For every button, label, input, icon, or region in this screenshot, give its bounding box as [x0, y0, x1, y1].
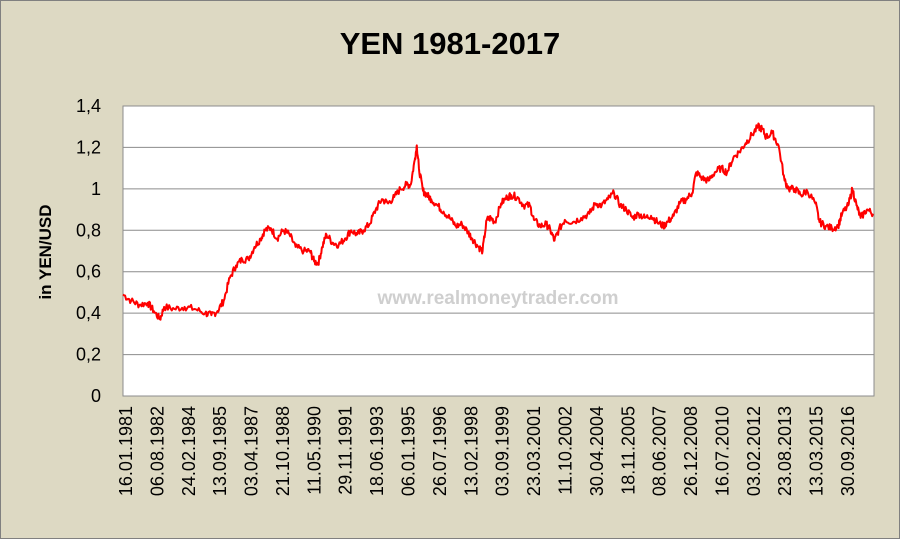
x-tick-label: 16.01.1981 — [116, 406, 136, 496]
x-tick-label: 06.01.1995 — [399, 406, 419, 496]
x-tick-label: 30.09.2016 — [838, 406, 858, 496]
x-tick-label: 13.09.1985 — [210, 406, 230, 496]
x-tick-label: 26.07.1996 — [430, 406, 450, 496]
x-tick-label: 08.06.2007 — [650, 406, 670, 496]
x-tick-label: 21.10.1988 — [273, 406, 293, 496]
x-tick-label: 16.07.2010 — [712, 406, 732, 496]
x-tick-label: 03.09.1999 — [493, 406, 513, 496]
y-tick-label: 0 — [91, 386, 101, 406]
y-tick-label: 0,8 — [76, 220, 101, 240]
gridlines — [123, 105, 874, 397]
x-tick-label: 30.04.2004 — [587, 406, 607, 496]
y-axis-ticks: 0 0,2 0,4 0,6 0,8 1 1,2 1,4 — [76, 96, 101, 406]
x-tick-label: 06.08.1982 — [147, 406, 167, 496]
y-tick-label: 0,2 — [76, 345, 101, 365]
x-tick-label: 18.11.2005 — [618, 406, 638, 495]
x-tick-label: 23.03.2001 — [524, 406, 544, 496]
yen-series-line — [122, 122, 874, 321]
x-tick-label: 13.02.1998 — [461, 406, 481, 496]
x-tick-label: 03.04.1987 — [242, 406, 262, 496]
x-tick-label: 24.02.1984 — [179, 406, 199, 496]
y-tick-label: 1,2 — [76, 137, 101, 157]
x-axis-ticks: 16.01.1981 06.08.1982 24.02.1984 13.09.1985… — [116, 406, 858, 496]
y-tick-label: 1 — [91, 179, 101, 199]
x-tick-label: 23.08.2013 — [775, 406, 795, 496]
x-tick-label: 29.11.1991 — [336, 406, 356, 495]
x-tick-label: 13.03.2015 — [807, 406, 827, 496]
y-tick-label: 1,4 — [76, 96, 101, 116]
watermark-text: www.realmoneytrader.com — [376, 288, 618, 309]
x-tick-label: 11.05.1990 — [304, 406, 324, 495]
plot-area — [122, 105, 875, 397]
x-tick-label: 26.12.2008 — [681, 406, 701, 496]
x-tick-label: 03.02.2012 — [744, 406, 764, 496]
x-tick-label: 18.06.1993 — [367, 406, 387, 496]
x-tick-label: 11.10.2002 — [555, 406, 575, 495]
chart-title: YEN 1981-2017 — [339, 26, 561, 61]
y-tick-label: 0,4 — [76, 303, 101, 323]
y-tick-label: 0,6 — [76, 262, 101, 282]
